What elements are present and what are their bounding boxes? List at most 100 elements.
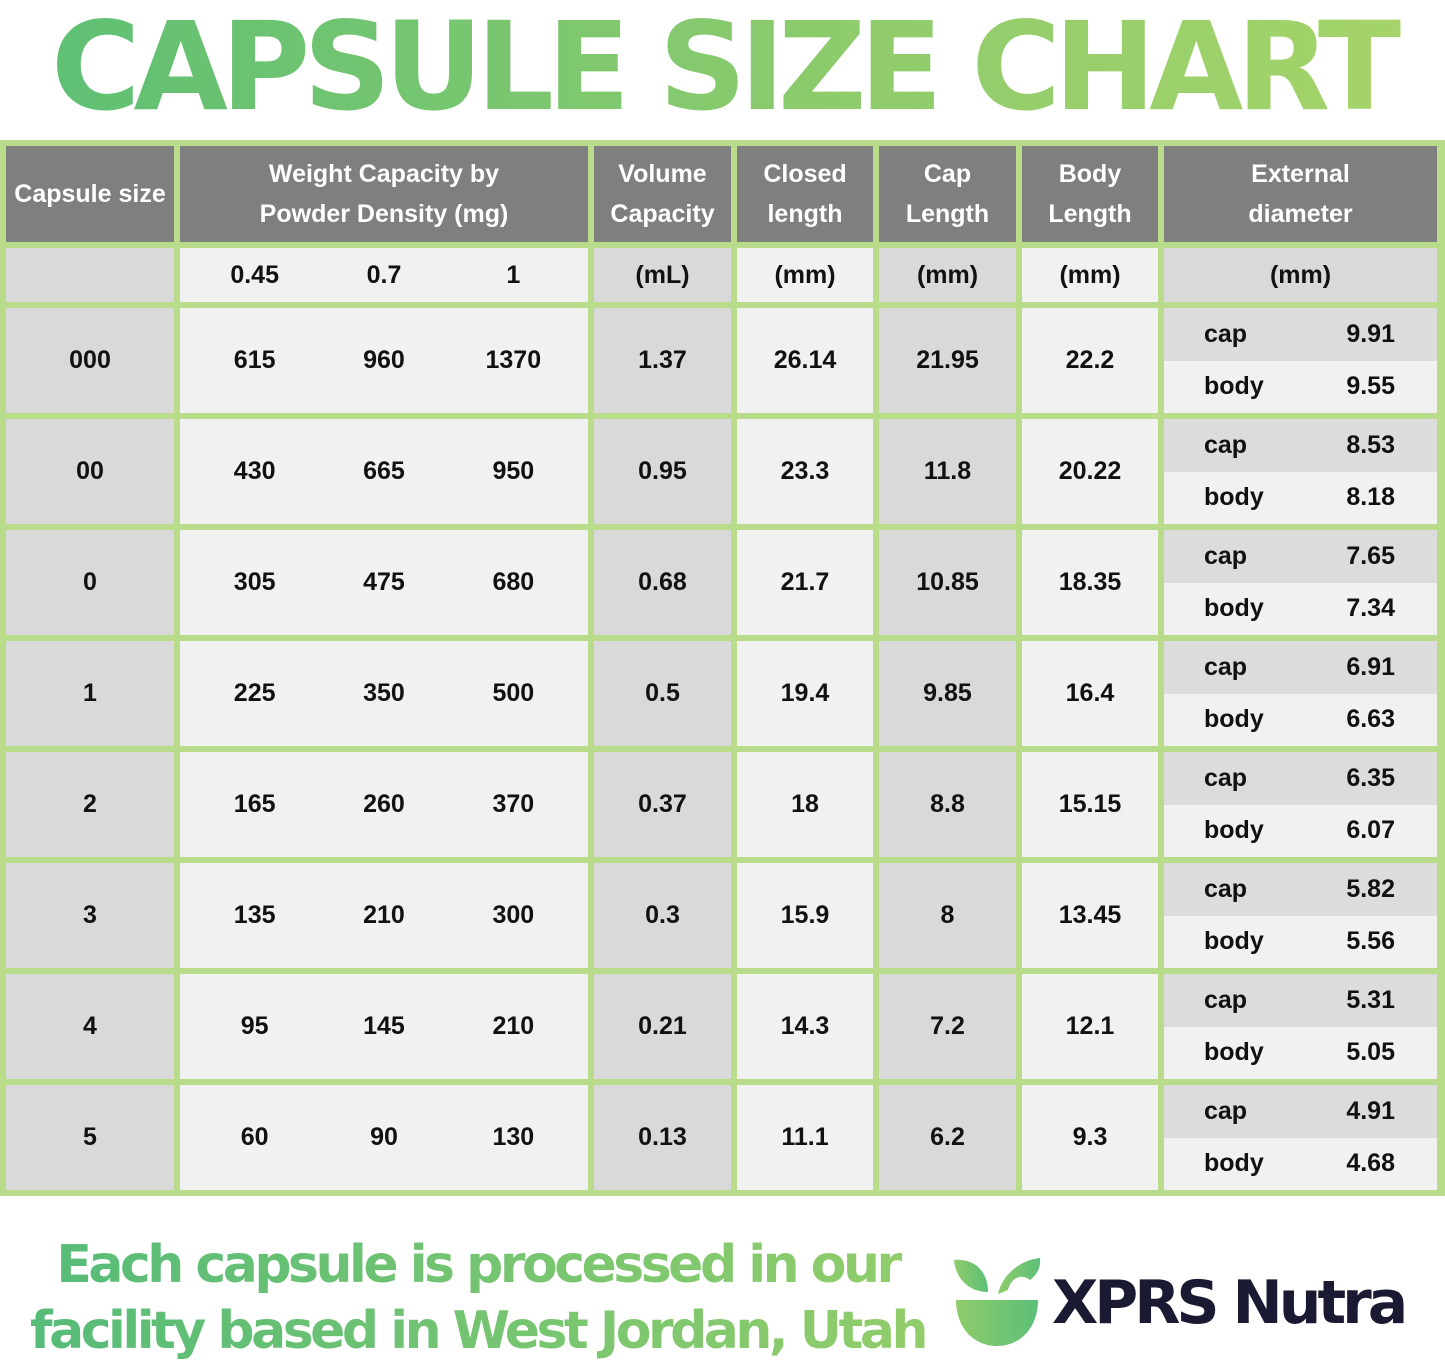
units-ext: (mm) xyxy=(1164,248,1437,302)
ext-cap-label: cap xyxy=(1204,985,1248,1014)
header-text: Cap xyxy=(923,160,972,188)
ext-cap-value: 4.91 xyxy=(1346,1096,1395,1125)
header-text: Closed xyxy=(763,160,847,188)
closed-length-cell: 23.3 xyxy=(737,419,873,524)
capsule-size-cell: 2 xyxy=(6,752,174,857)
body-length-cell: 13.45 xyxy=(1022,863,1158,968)
cap-length-cell: 21.95 xyxy=(879,308,1016,413)
closed-length-cell: 26.14 xyxy=(737,308,873,413)
ext-body-row: body 6.07 xyxy=(1164,804,1437,857)
ext-cap-row: cap 5.82 xyxy=(1164,863,1437,916)
weight-value: 680 xyxy=(492,568,535,596)
ext-cap-label: cap xyxy=(1204,541,1248,570)
ext-cap-label: cap xyxy=(1204,1096,1248,1125)
closed-length-cell: 14.3 xyxy=(737,974,873,1079)
weight-value: 210 xyxy=(492,1012,535,1040)
volume-cell: 0.13 xyxy=(594,1085,731,1190)
weight-capacity-cell: 165 260 370 xyxy=(180,752,588,857)
ext-body-value: 7.34 xyxy=(1346,594,1395,623)
body-length-cell: 9.3 xyxy=(1022,1085,1158,1190)
weight-value: 305 xyxy=(233,568,276,596)
cap-length-cell: 6.2 xyxy=(879,1085,1016,1190)
external-diameter-cell: cap 4.91 body 4.68 xyxy=(1164,1085,1437,1190)
body-length-cell: 20.22 xyxy=(1022,419,1158,524)
ext-body-row: body 9.55 xyxy=(1164,360,1437,413)
weight-value: 350 xyxy=(363,679,405,707)
external-diameter-cell: cap 5.82 body 5.56 xyxy=(1164,863,1437,968)
ext-body-label: body xyxy=(1204,927,1264,956)
weight-value: 300 xyxy=(492,901,535,929)
ext-cap-label: cap xyxy=(1204,652,1248,681)
capsule-size-cell: 000 xyxy=(6,308,174,413)
external-diameter-cell: cap 9.91 body 9.55 xyxy=(1164,308,1437,413)
weight-capacity-cell: 615 960 1370 xyxy=(180,308,588,413)
weight-value: 165 xyxy=(233,790,276,818)
header-text: length xyxy=(767,200,843,228)
ext-body-value: 5.56 xyxy=(1346,927,1395,956)
ext-body-label: body xyxy=(1204,594,1264,623)
capsule-size-table: Capsule size Weight Capacity by Powder De… xyxy=(0,140,1445,1196)
body-length-cell: 16.4 xyxy=(1022,641,1158,746)
body-length-cell: 22.2 xyxy=(1022,308,1158,413)
ext-body-label: body xyxy=(1204,1038,1264,1067)
weight-capacity-cell: 225 350 500 xyxy=(180,641,588,746)
ext-body-value: 6.07 xyxy=(1346,816,1395,845)
header-body-length: Body Length xyxy=(1022,146,1158,242)
weight-value: 130 xyxy=(492,1123,535,1151)
ext-body-label: body xyxy=(1204,483,1264,512)
ext-body-label: body xyxy=(1204,705,1264,734)
ext-body-value: 4.68 xyxy=(1346,1149,1395,1178)
ext-body-row: body 4.68 xyxy=(1164,1137,1437,1190)
cap-length-cell: 11.8 xyxy=(879,419,1016,524)
header-closed-length: Closed length xyxy=(737,146,873,242)
ext-body-row: body 7.34 xyxy=(1164,582,1437,635)
density-label: 0.7 xyxy=(366,260,402,289)
cap-length-cell: 10.85 xyxy=(879,530,1016,635)
closed-length-cell: 18 xyxy=(737,752,873,857)
body-length-cell: 15.15 xyxy=(1022,752,1158,857)
units-densities: 0.45 0.7 1 xyxy=(180,248,588,302)
ext-cap-value: 8.53 xyxy=(1346,430,1395,459)
volume-cell: 1.37 xyxy=(594,308,731,413)
ext-body-value: 6.63 xyxy=(1346,705,1395,734)
cap-length-cell: 8.8 xyxy=(879,752,1016,857)
ext-cap-row: cap 6.35 xyxy=(1164,752,1437,805)
weight-value: 1370 xyxy=(485,346,542,374)
cap-length-cell: 8 xyxy=(879,863,1016,968)
ext-cap-value: 5.82 xyxy=(1346,874,1395,903)
weight-value: 950 xyxy=(492,457,535,485)
ext-cap-value: 7.65 xyxy=(1346,541,1395,570)
capsule-size-cell: 00 xyxy=(6,419,174,524)
volume-cell: 0.21 xyxy=(594,974,731,1079)
weight-value: 430 xyxy=(233,457,276,485)
ext-cap-row: cap 9.91 xyxy=(1164,308,1437,361)
units-body: (mm) xyxy=(1022,248,1158,302)
brand-name: XPRS Nutra xyxy=(1052,1268,1408,1338)
closed-length-cell: 21.7 xyxy=(737,530,873,635)
volume-cell: 0.37 xyxy=(594,752,731,857)
capsule-size-cell: 0 xyxy=(6,530,174,635)
ext-cap-row: cap 8.53 xyxy=(1164,419,1437,472)
external-diameter-cell: cap 5.31 body 5.05 xyxy=(1164,974,1437,1079)
units-volume: (mL) xyxy=(594,248,731,302)
ext-body-value: 8.18 xyxy=(1346,483,1395,512)
header-cap-length: Cap Length xyxy=(879,146,1016,242)
ext-body-value: 5.05 xyxy=(1346,1038,1395,1067)
external-diameter-cell: cap 7.65 body 7.34 xyxy=(1164,530,1437,635)
ext-cap-value: 6.91 xyxy=(1346,652,1395,681)
weight-capacity-cell: 60 90 130 xyxy=(180,1085,588,1190)
ext-cap-row: cap 6.91 xyxy=(1164,641,1437,694)
ext-body-label: body xyxy=(1204,372,1264,401)
footer-tagline: Each capsule is processed in our facilit… xyxy=(20,1232,935,1364)
weight-value: 145 xyxy=(363,1012,405,1040)
header-text: External xyxy=(1251,160,1350,188)
weight-value: 960 xyxy=(363,346,405,374)
footer-line: Each capsule is processed in our xyxy=(56,1235,899,1295)
weight-capacity-cell: 430 665 950 xyxy=(180,419,588,524)
ext-body-label: body xyxy=(1204,1149,1264,1178)
header-text: Body xyxy=(1058,160,1122,188)
footer-line: facility based in West Jordan, Utah xyxy=(30,1301,925,1361)
header-text: Length xyxy=(1048,200,1132,228)
ext-body-row: body 5.05 xyxy=(1164,1026,1437,1079)
ext-cap-value: 9.91 xyxy=(1346,319,1395,348)
